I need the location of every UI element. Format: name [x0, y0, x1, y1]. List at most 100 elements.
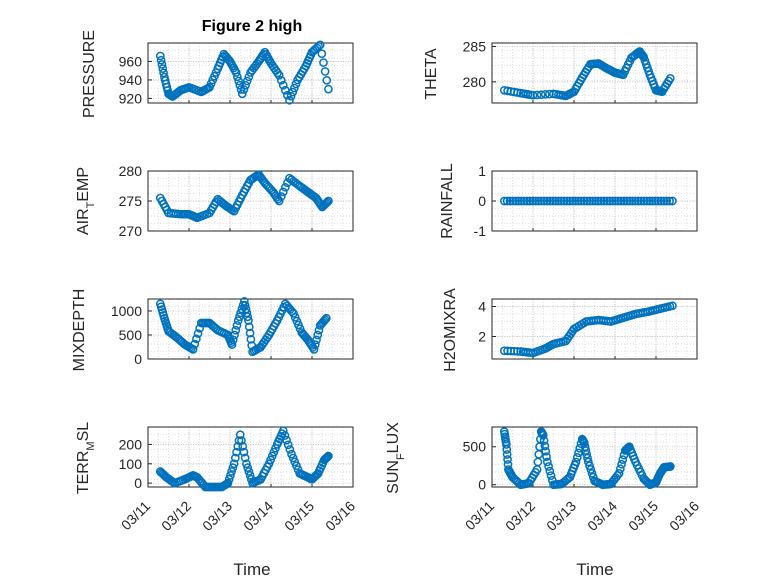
data-point [188, 345, 198, 354]
interpolated-point [291, 79, 301, 89]
axes-mixdepth: MIXDEPTH 0 500 1000 [71, 289, 354, 372]
y-tick-label-sun_flux: 500 [463, 439, 487, 455]
x-tick-label: 03/16 [322, 498, 358, 534]
data-point [639, 196, 649, 206]
interpolated-point [245, 328, 255, 338]
ylabel-air-temp: AIRTEMP [75, 167, 97, 235]
y-tick-label-air_temp: 280 [119, 163, 143, 179]
axes-theta: THETA 280 285 [423, 39, 698, 104]
interpolated-point [317, 49, 327, 59]
data-point [571, 457, 581, 467]
interpolated-point [313, 330, 323, 340]
interpolated-point [513, 347, 522, 356]
y-tick-label-rainfall: 0 [478, 193, 486, 209]
interpolated-point [282, 435, 291, 445]
interpolated-point [314, 41, 323, 51]
interpolated-point [280, 431, 290, 440]
y-tick-label-mixdepth: 500 [119, 327, 143, 343]
interpolated-point [322, 75, 332, 85]
data-point [231, 68, 241, 77]
interpolated-point [224, 474, 234, 484]
data-point [631, 196, 640, 206]
interpolated-point [235, 312, 244, 322]
ylabel-mixdepth: MIXDEPTH [71, 289, 88, 372]
y-tick-label-air_temp: 270 [119, 223, 143, 239]
axes-frame-theta [491, 42, 698, 104]
y-tick-label-mixdepth: 1000 [111, 303, 142, 319]
data-point [662, 196, 672, 206]
interpolated-point [572, 453, 582, 462]
data-point [242, 459, 251, 469]
y-tick-label-h2omixra: 2 [478, 329, 486, 345]
interpolated-point [319, 58, 328, 67]
axes-frame-sun_flux [491, 426, 698, 488]
data-point [633, 196, 643, 206]
interpolated-point [540, 441, 550, 451]
y-tick-label-pressure: 940 [119, 72, 143, 88]
x-tick-label: 03/16 [666, 498, 702, 534]
interpolated-point [541, 446, 551, 456]
interpolated-point [227, 467, 236, 476]
x-tick-label: 03/13 [199, 498, 235, 534]
data-point [565, 196, 575, 206]
interpolated-point [320, 315, 330, 324]
interpolated-point [278, 80, 288, 90]
data-point [628, 196, 637, 206]
interpolated-point [286, 91, 296, 101]
interpolated-point [231, 325, 241, 335]
interpolated-point [539, 436, 549, 446]
interpolated-point [190, 339, 200, 349]
data-point [240, 297, 249, 306]
y-tick-label-pressure: 920 [119, 90, 143, 106]
axes-rainfall: RAINFALL -1 0 1 [439, 163, 698, 239]
data-point [227, 340, 237, 349]
interpolated-point [532, 90, 542, 100]
data-point [605, 196, 615, 206]
interpolated-point [583, 453, 592, 463]
data-point [223, 478, 233, 488]
interpolated-point [281, 182, 290, 192]
x-tick-label: 03/14 [240, 498, 276, 534]
interpolated-point [230, 330, 239, 340]
data-point [616, 196, 626, 206]
data-point [625, 196, 635, 206]
data-point [582, 196, 592, 206]
data-point [579, 196, 589, 206]
data-point [591, 196, 600, 206]
x-tick-label: 03/11 [118, 498, 154, 534]
data-point [278, 426, 288, 436]
data-point [648, 196, 657, 206]
ylabel-pressure: PRESSURE [81, 30, 98, 118]
data-point [551, 196, 560, 206]
y-tick-label-theta: 285 [463, 39, 487, 55]
data-point [653, 196, 663, 206]
interpolated-point [240, 300, 250, 310]
data-point [244, 316, 253, 325]
data-point [593, 196, 603, 206]
data-point [619, 196, 629, 206]
interpolated-point [312, 335, 321, 345]
axes-air-temp: AIRTEMP 270 275 280 [75, 163, 354, 239]
interpolated-point [283, 440, 293, 450]
data-point [554, 196, 563, 206]
interpolated-point [288, 87, 298, 97]
data-point [559, 196, 569, 206]
data-point [602, 196, 612, 206]
interpolated-point [310, 340, 320, 349]
data-point [539, 196, 549, 206]
ylabel-rainfall: RAINFALL [439, 163, 456, 239]
interpolated-point [228, 463, 238, 472]
x-tick-label: 03/11 [462, 498, 498, 534]
x-tick-label: 03/15 [281, 498, 317, 534]
data-point [588, 196, 597, 206]
data-point [324, 84, 333, 94]
y-tick-label-theta: 280 [463, 74, 487, 90]
interpolated-point [244, 72, 254, 82]
interpolated-point [546, 471, 556, 480]
interpolated-point [244, 322, 254, 332]
data-point [514, 196, 523, 206]
y-tick-label-h2omixra: 4 [478, 299, 486, 315]
interpolated-point [226, 471, 235, 480]
interpolated-point [238, 442, 248, 451]
interpolated-point [237, 436, 246, 445]
